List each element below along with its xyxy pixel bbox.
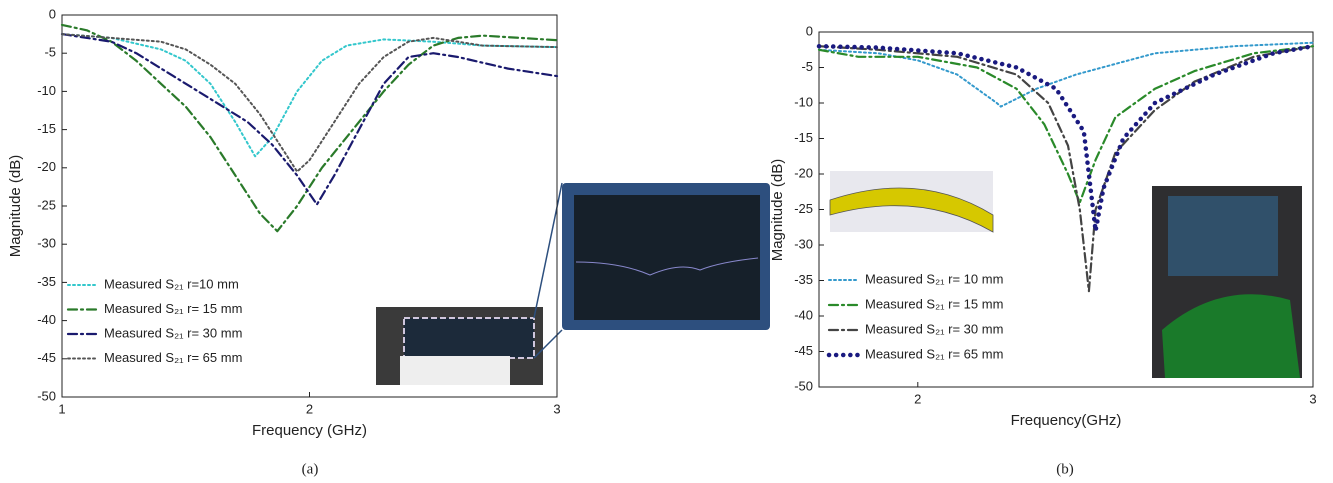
y-axis-title: Magnitude (dB) (769, 159, 786, 262)
x-axis-title: Frequency(GHz) (1011, 412, 1122, 429)
y-tick-label: -35 (794, 272, 813, 287)
y-axis-title: Magnitude (dB) (7, 155, 24, 258)
x-axis-title: Frequency (GHz) (252, 422, 367, 439)
y-tick-label: 0 (806, 23, 813, 38)
y-tick-label: -30 (37, 236, 56, 251)
y-tick-label: -40 (794, 307, 813, 322)
legend-label: Measured S₂₁ r= 30 mm (865, 321, 1003, 336)
x-tick-label: 3 (1309, 391, 1316, 406)
y-tick-label: -45 (37, 350, 56, 365)
y-tick-label: -5 (44, 45, 56, 60)
legend-label: Measured S₂₁ r= 10 mm (865, 271, 1003, 286)
y-tick-label: -35 (37, 274, 56, 289)
series-line (62, 25, 557, 231)
legend-label: Measured S₂₁ r= 15 mm (865, 296, 1003, 311)
y-tick-label: -40 (37, 312, 56, 327)
y-tick-label: -10 (37, 83, 56, 98)
y-tick-label: -50 (794, 378, 813, 393)
y-tick-label: 0 (49, 6, 56, 21)
x-tick-label: 2 (306, 401, 313, 416)
y-tick-label: -5 (801, 59, 813, 74)
x-tick-label: 3 (553, 401, 560, 416)
y-tick-label: -10 (794, 94, 813, 109)
legend-label: Measured S₂₁ r=10 mm (104, 276, 239, 291)
y-tick-label: -25 (37, 197, 56, 212)
y-tick-label: -25 (794, 201, 813, 216)
series-line (819, 43, 1313, 107)
y-tick-label: -30 (794, 236, 813, 251)
caption: (a) (302, 461, 319, 477)
legend-label: Measured S₂₁ r= 65 mm (104, 350, 242, 365)
page: {"chart_data": [ {"type": "line", "capti… (0, 0, 1333, 483)
legend-label: Measured S₂₁ r= 65 mm (865, 346, 1003, 361)
y-tick-label: -20 (37, 159, 56, 174)
inset-photo-a (376, 183, 770, 385)
legend-label: Measured S₂₁ r= 30 mm (104, 325, 242, 340)
x-tick-label: 1 (58, 401, 65, 416)
y-tick-label: -15 (37, 121, 56, 136)
series-line (62, 34, 557, 172)
figure: 0-5-10-15-20-25-30-35-40-45-50123Frequen… (0, 0, 1333, 483)
caption: (b) (1056, 461, 1074, 477)
legend-label: Measured S₂₁ r= 15 mm (104, 301, 242, 316)
y-tick-label: -50 (37, 388, 56, 403)
x-tick-label: 2 (914, 391, 921, 406)
y-tick-label: -15 (794, 130, 813, 145)
y-tick-label: -20 (794, 165, 813, 180)
y-tick-label: -45 (794, 343, 813, 358)
